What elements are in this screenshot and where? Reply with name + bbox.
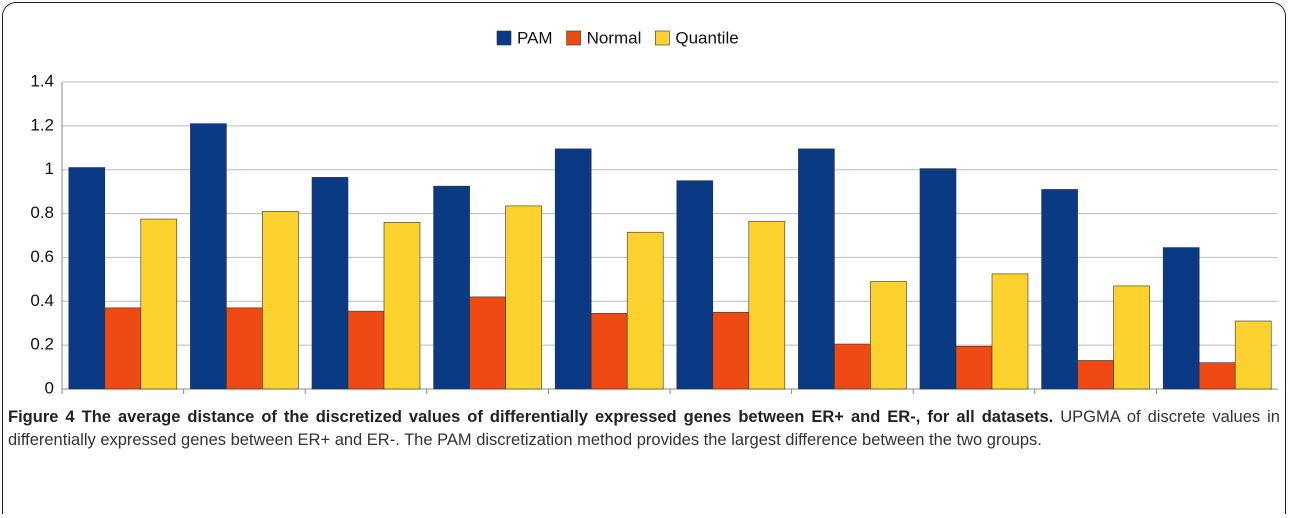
legend-swatch bbox=[566, 30, 581, 46]
bar bbox=[469, 296, 506, 390]
y-tick-label: 0.4 bbox=[30, 291, 54, 310]
bar bbox=[433, 185, 470, 390]
caption-text: UPGMA of discrete values in differential… bbox=[8, 408, 1280, 449]
bar bbox=[1113, 285, 1150, 390]
bar bbox=[190, 123, 227, 390]
legend-label: Quantile bbox=[675, 28, 738, 47]
legend-label: PAM bbox=[517, 28, 553, 47]
legend-label: Normal bbox=[587, 28, 642, 47]
bar bbox=[68, 167, 106, 390]
caption-label: Figure 4 bbox=[8, 408, 75, 426]
bar bbox=[226, 307, 263, 390]
caption: Figure 4 The average distance of the dis… bbox=[8, 406, 1280, 452]
y-tick-label: 0.6 bbox=[30, 247, 54, 266]
bar bbox=[554, 148, 592, 390]
bar bbox=[1162, 247, 1200, 390]
bar bbox=[748, 220, 786, 390]
y-tick-label: 1 bbox=[45, 159, 54, 178]
bar bbox=[1234, 320, 1272, 390]
bar bbox=[383, 222, 421, 390]
bar bbox=[834, 343, 871, 390]
bar bbox=[140, 218, 178, 390]
bar bbox=[712, 311, 750, 390]
bar bbox=[590, 313, 628, 390]
bar bbox=[870, 281, 907, 390]
y-tick-label: 1.4 bbox=[30, 71, 54, 90]
bar bbox=[1198, 362, 1236, 390]
bar bbox=[347, 310, 385, 390]
bar bbox=[311, 177, 349, 390]
bar bbox=[955, 345, 993, 390]
bar bbox=[798, 148, 835, 390]
bar bbox=[676, 180, 714, 390]
bar bbox=[1041, 189, 1078, 390]
y-tick-label: 0.8 bbox=[30, 203, 54, 222]
y-tick-label: 1.2 bbox=[30, 115, 54, 134]
legend-swatch bbox=[655, 30, 670, 46]
bar bbox=[1077, 360, 1114, 390]
bar bbox=[262, 211, 299, 390]
y-tick-label: 0.2 bbox=[30, 335, 54, 354]
y-tick-label: 0 bbox=[45, 378, 54, 397]
bar bbox=[104, 307, 142, 390]
bar bbox=[919, 168, 957, 390]
bar bbox=[991, 273, 1029, 390]
chart: 00.20.40.60.811.21.4PAMNormalQuantileBoe… bbox=[30, 28, 1278, 397]
caption-title: The average distance of the discretized … bbox=[81, 408, 1054, 426]
legend-swatch bbox=[496, 30, 512, 46]
bar bbox=[626, 231, 664, 390]
bar bbox=[505, 205, 542, 390]
